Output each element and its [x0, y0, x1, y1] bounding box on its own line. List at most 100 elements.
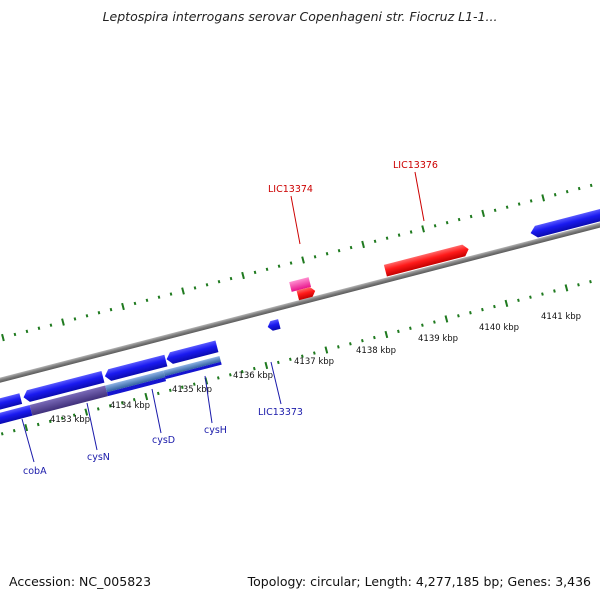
minor-tick — [192, 382, 196, 386]
minor-tick — [96, 407, 100, 411]
minor-tick — [517, 202, 521, 206]
minor-tick — [577, 283, 580, 287]
minor-tick — [37, 326, 41, 330]
minor-tick — [253, 270, 257, 275]
gene-lic13374[interactable] — [296, 286, 317, 301]
minor-tick — [577, 186, 581, 191]
gene-label-lic13373[interactable]: LIC13373 — [258, 407, 303, 418]
gene-cobA[interactable] — [0, 405, 33, 429]
minor-tick — [433, 320, 436, 324]
minor-tick — [73, 317, 77, 321]
major-tick — [361, 240, 365, 249]
scale-label: 4134 kbp — [110, 401, 150, 411]
minor-tick — [457, 217, 461, 222]
major-tick — [384, 330, 389, 339]
accession-text: Accession: NC_005823 — [9, 574, 152, 589]
genome-summary-text: Topology: circular; Length: 4,277,185 bp… — [247, 574, 591, 589]
minor-tick — [469, 214, 473, 219]
major-tick — [444, 315, 449, 323]
scale-label: 4135 kbp — [172, 385, 212, 395]
minor-tick — [349, 245, 353, 250]
minor-tick — [229, 276, 233, 281]
gene-cobA-upper[interactable] — [0, 393, 23, 416]
major-tick — [144, 392, 149, 401]
minor-tick — [529, 295, 532, 299]
minor-tick — [325, 252, 329, 256]
minor-tick — [60, 416, 64, 420]
operon-cysD-lower[interactable] — [106, 377, 167, 397]
minor-tick — [157, 295, 161, 299]
gene-right-edge[interactable] — [529, 208, 600, 239]
tick-row-outer — [1, 183, 593, 342]
genome-title: Leptospira interrogans serovar Copenhage… — [102, 9, 498, 24]
gene-label-cysH[interactable]: cysH — [204, 425, 227, 436]
minor-tick — [469, 311, 472, 315]
leader-lines — [21, 171, 425, 463]
minor-tick — [385, 236, 389, 240]
gene-label-lic13376[interactable]: LIC13376 — [393, 160, 438, 171]
operon-cysN[interactable] — [29, 385, 108, 416]
operon-cysD[interactable] — [105, 370, 166, 393]
minor-tick — [277, 264, 281, 268]
gene-labels: LIC13374 LIC13376 LIC13373 cobA cysN cys… — [23, 160, 438, 477]
major-tick — [241, 271, 245, 280]
minor-tick — [205, 283, 209, 287]
gene-cysD-upper[interactable] — [103, 354, 168, 382]
minor-tick — [85, 314, 89, 318]
minor-tick — [541, 292, 544, 296]
minor-tick — [72, 413, 76, 417]
minor-tick — [313, 351, 316, 355]
scale-label: 4138 kbp — [356, 346, 396, 356]
gene-label-lic13374[interactable]: LIC13374 — [268, 184, 313, 195]
minor-tick — [109, 307, 113, 312]
minor-tick — [529, 199, 533, 203]
minor-tick — [180, 385, 184, 389]
minor-tick — [313, 255, 317, 259]
minor-tick — [289, 261, 293, 265]
minor-tick — [120, 401, 124, 405]
minor-tick — [337, 248, 341, 253]
minor-tick — [168, 388, 172, 393]
gene-lic13373[interactable] — [266, 319, 281, 332]
minor-tick — [193, 286, 197, 290]
gene-label-cobA[interactable]: cobA — [23, 466, 47, 477]
major-tick — [1, 333, 5, 342]
major-tick — [181, 287, 185, 295]
major-tick — [541, 194, 546, 202]
minor-tick — [373, 335, 376, 340]
minor-tick — [589, 279, 592, 284]
operon-cysH[interactable] — [163, 355, 221, 377]
gene-lic13374-pink[interactable] — [289, 277, 312, 292]
dna-backbone — [0, 209, 600, 395]
gene-cysN-upper[interactable] — [22, 370, 105, 403]
major-tick — [121, 302, 125, 311]
minor-tick — [553, 289, 556, 293]
gene-lic13376[interactable] — [383, 243, 470, 277]
minor-tick — [169, 292, 173, 296]
tick-row-inner — [0, 279, 592, 436]
minor-tick — [25, 329, 29, 334]
minor-tick — [553, 193, 557, 197]
major-tick — [421, 225, 425, 233]
gene-label-cysN[interactable]: cysN — [87, 452, 110, 463]
minor-tick — [48, 419, 52, 424]
major-tick — [84, 408, 89, 416]
minor-tick — [433, 224, 437, 228]
gene-cysH-upper[interactable] — [165, 340, 219, 365]
scale-label: 4136 kbp — [233, 371, 273, 381]
major-tick — [324, 346, 329, 354]
scale-label: 4137 kbp — [294, 357, 334, 367]
scale-label: 4133 kbp — [50, 415, 90, 425]
major-tick — [264, 361, 269, 370]
minor-tick — [0, 432, 4, 436]
minor-tick — [493, 208, 497, 212]
minor-tick — [457, 314, 460, 318]
operon-cysH-lower[interactable] — [164, 361, 222, 380]
minor-tick — [337, 345, 340, 349]
gene-label-cysD[interactable]: cysD — [152, 435, 175, 446]
minor-tick — [397, 329, 400, 334]
minor-tick — [481, 307, 484, 312]
minor-tick — [361, 338, 364, 343]
scale-labels: 4133 kbp 4134 kbp 4135 kbp 4136 kbp 4137… — [50, 312, 581, 425]
